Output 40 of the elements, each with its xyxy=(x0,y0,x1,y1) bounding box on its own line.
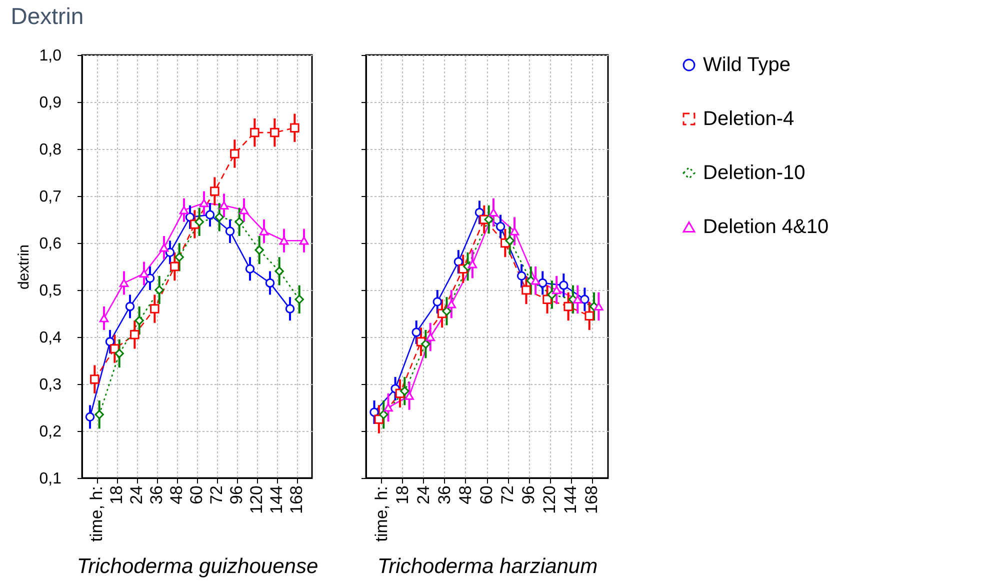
x-tick-label: 60 xyxy=(187,486,206,504)
x-tick-label: 96 xyxy=(227,486,246,504)
text: time, h: xyxy=(372,486,391,542)
y-axis-title: dextrin xyxy=(15,244,32,290)
y-tick-label: 0,8 xyxy=(39,142,62,158)
x-tick-label: 144 xyxy=(267,486,286,514)
y-tick-label: 1,0 xyxy=(39,48,62,64)
y-tick-label: 0,3 xyxy=(39,376,62,394)
x-tick-label: 168 xyxy=(287,486,306,514)
x-tick-label: 24 xyxy=(414,486,433,504)
y-tick-label: 0,5 xyxy=(39,282,62,300)
x-tick-label: 96 xyxy=(519,486,538,504)
x-axis-title: Trichoderma guizhouense xyxy=(76,554,318,578)
text: time, h: xyxy=(87,486,106,542)
x-tick-label: 168 xyxy=(582,486,602,514)
x-tick-label: 36 xyxy=(147,486,166,504)
x-tick-label: 120 xyxy=(540,486,560,514)
y-tick-label: 0,2 xyxy=(39,424,62,440)
y-tick-label: 0,6 xyxy=(39,236,62,252)
x-tick-label: 120 xyxy=(247,486,266,514)
chart-title: Dextrin xyxy=(10,3,84,29)
legend-label: Deletion 4&10 xyxy=(703,216,829,238)
x-tick-label: 18 xyxy=(107,486,126,504)
x-tick-label: 60 xyxy=(477,486,496,504)
legend-label: Deletion-10 xyxy=(703,162,806,184)
y-tick-label: 0,4 xyxy=(39,330,62,346)
x-tick-label: 72 xyxy=(498,486,518,504)
y-tick-label: 0,1 xyxy=(39,470,62,488)
x-tick-label: 144 xyxy=(561,486,580,514)
y-tick-label: 0,7 xyxy=(39,188,62,206)
x-tick-label: 18 xyxy=(392,486,412,504)
legend-label: Deletion-4 xyxy=(703,108,794,130)
x-tick-label: 72 xyxy=(207,486,226,504)
x-tick-label: 36 xyxy=(434,486,454,504)
x-tick-label: 48 xyxy=(167,486,186,504)
legend-label: Wild Type xyxy=(703,54,790,76)
x-tick-label: 48 xyxy=(456,486,475,504)
y-tick-label: 0,9 xyxy=(39,94,62,112)
x-tick-label: 24 xyxy=(127,486,146,504)
x-axis-title: Trichoderma harzianum xyxy=(377,554,598,578)
